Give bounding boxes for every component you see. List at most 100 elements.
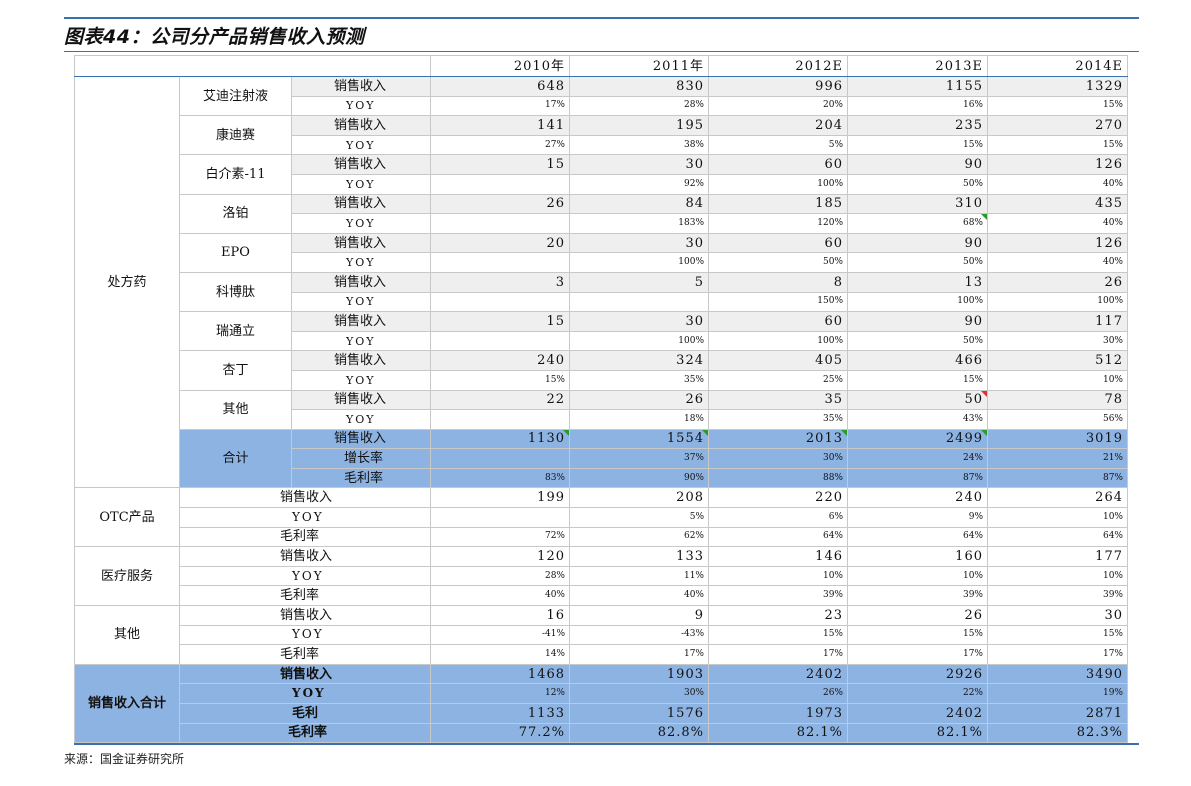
product-name: 白介素-11 <box>179 154 292 195</box>
yoy-value: 100% <box>708 173 848 195</box>
revenue-value: 60 <box>708 154 848 175</box>
product-yoy-row: YOY 183% 120% 68% 40% <box>75 213 1128 234</box>
segment-yoy-value: 15% <box>847 624 988 646</box>
yoy-value: 40% <box>987 213 1128 234</box>
total-revenue-row: 销售收入合计 销售收入 1468 1903 2402 2926 3490 <box>74 663 1128 744</box>
product-revenue-row: 其他 销售收入 22 26 35 50 78 <box>75 389 1128 430</box>
segment-revenue-value: 26 <box>847 605 988 626</box>
yoy-value: 15% <box>987 134 1128 156</box>
yoy-value: 40% <box>987 252 1128 273</box>
metric-label-revenue: 销售收入 <box>291 76 431 97</box>
yoy-value: 68% <box>847 213 988 234</box>
segment-revenue-value: 23 <box>708 605 848 626</box>
segment-revenue-value: 160 <box>847 546 988 567</box>
metric-label-revenue: 销售收入 <box>291 350 431 371</box>
total-yoy-value: 12% <box>430 683 570 704</box>
revenue-value: 30 <box>569 232 709 254</box>
yoy-value: 15% <box>847 369 988 391</box>
segment-margin-row: 毛利率 72% 62% 64% 64% 64% <box>75 526 1128 548</box>
revenue-value: 84 <box>569 193 709 215</box>
metric-label-revenue: 销售收入 <box>291 115 431 136</box>
subtotal-revenue-row: 合计 销售收入 1130 1554 2013 2499 3019 <box>75 428 1128 489</box>
subtotal-margin-row: 毛利率 83% 90% 88% 87% 87% <box>75 467 1128 489</box>
subtotal-revenue-value: 3019 <box>987 428 1128 450</box>
segment-margin-value: 39% <box>708 585 848 607</box>
metric-label-yoy: YOY <box>179 565 431 587</box>
total-revenue-value: 2926 <box>847 663 988 685</box>
segment-revenue-row: 医疗服务 销售收入 120 133 146 160 177 <box>74 546 1128 607</box>
yoy-value: 120% <box>708 213 848 234</box>
subtotal-margin-value: 90% <box>569 467 709 489</box>
yoy-value: 100% <box>569 252 709 273</box>
total-revenue-value: 1468 <box>430 663 570 685</box>
revenue-value: 310 <box>847 193 988 215</box>
segment-revenue-value: 199 <box>430 487 570 509</box>
yoy-value: 183% <box>569 213 709 234</box>
header-row: 2010年 2011年 2012E 2013E 2014E <box>74 55 1128 77</box>
metric-label-revenue: 销售收入 <box>291 389 431 411</box>
metric-label-revenue: 销售收入 <box>291 193 431 215</box>
metric-label-margin: 毛利率 <box>179 722 431 744</box>
metric-label-revenue: 销售收入 <box>179 487 431 509</box>
revenue-value: 195 <box>569 115 709 136</box>
revenue-value: 90 <box>847 232 988 254</box>
segment-yoy-value <box>430 507 570 528</box>
yoy-value <box>430 173 570 195</box>
metric-label-margin: 毛利率 <box>179 526 431 548</box>
yoy-value: 43% <box>847 409 988 430</box>
bottom-rule <box>74 743 1139 745</box>
revenue-value: 141 <box>430 115 570 136</box>
product-revenue-row: 洛铂 销售收入 26 84 185 310 435 <box>75 193 1128 234</box>
segment-revenue-value: 30 <box>987 605 1128 626</box>
segment-yoy-value: -41% <box>430 624 570 646</box>
total-yoy-value: 22% <box>847 683 988 704</box>
total-margin-value: 82.1% <box>847 722 988 744</box>
revenue-value: 185 <box>708 193 848 215</box>
subtotal-margin-value: 83% <box>430 467 570 489</box>
segment-yoy-row: YOY 5% 6% 9% 10% <box>75 507 1128 528</box>
metric-label-revenue: 销售收入 <box>291 428 431 450</box>
revenue-value: 8 <box>708 271 848 293</box>
segment-margin-value: 62% <box>569 526 709 548</box>
revenue-value: 90 <box>847 311 988 332</box>
total-margin-value: 82.8% <box>569 722 709 744</box>
yoy-value: 50% <box>847 252 988 273</box>
subtotal-revenue-value: 1130 <box>430 428 570 450</box>
segment-margin-value: 17% <box>708 644 848 665</box>
metric-label-yoy: YOY <box>291 409 431 430</box>
segment-yoy-value: 10% <box>987 507 1128 528</box>
segment-yoy-value: 10% <box>847 565 988 587</box>
segment-margin-value: 17% <box>987 644 1128 665</box>
total-yoy-value: 26% <box>708 683 848 704</box>
metric-label-yoy: YOY <box>291 173 431 195</box>
subtotal-growth-value: 30% <box>708 448 848 469</box>
total-gross-profit-row: 毛利 1133 1576 1973 2402 2871 <box>75 703 1128 724</box>
segment-revenue-value: 208 <box>569 487 709 509</box>
year-header: 2011年 <box>569 55 709 77</box>
total-revenue-value: 2402 <box>708 663 848 685</box>
revenue-value: 78 <box>987 389 1128 411</box>
segment-yoy-value: 9% <box>847 507 988 528</box>
metric-label-yoy: YOY <box>291 134 431 156</box>
revenue-value: 648 <box>430 76 570 97</box>
product-yoy-row: YOY 150% 100% 100% <box>75 291 1128 313</box>
segment-yoy-value: 15% <box>708 624 848 646</box>
year-header: 2013E <box>847 55 988 77</box>
segment-name: OTC产品 <box>74 487 180 548</box>
yoy-value: 35% <box>569 369 709 391</box>
metric-label-growth: 增长率 <box>291 448 431 469</box>
revenue-value: 126 <box>987 154 1128 175</box>
title-rule <box>64 51 1139 52</box>
metric-label-margin: 毛利率 <box>179 585 431 607</box>
yoy-value: 5% <box>708 134 848 156</box>
yoy-value: 28% <box>569 95 709 117</box>
segment-revenue-row: 其他 销售收入 16 9 23 26 30 <box>74 605 1128 665</box>
segment-revenue-value: 177 <box>987 546 1128 567</box>
subtotal-growth-value: 24% <box>847 448 988 469</box>
subtotal-growth-value: 21% <box>987 448 1128 469</box>
revenue-value: 996 <box>708 76 848 97</box>
segment-yoy-value: 6% <box>708 507 848 528</box>
revenue-value: 830 <box>569 76 709 97</box>
total-revenue-value: 3490 <box>987 663 1128 685</box>
segment-revenue-row: OTC产品 销售收入 199 208 220 240 264 <box>74 487 1128 548</box>
